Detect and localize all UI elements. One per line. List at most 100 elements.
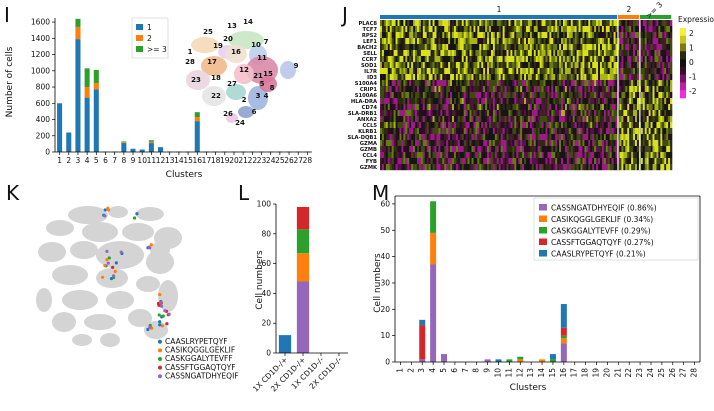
heatmap-cell: [514, 50, 516, 56]
heatmap-cell: [508, 140, 510, 146]
heatmap-cell: [540, 26, 542, 32]
umap-cluster-label: 12: [239, 66, 249, 74]
heatmap-cell: [575, 104, 577, 110]
heatmap-cell: [600, 134, 602, 140]
heatmap-cell: [508, 116, 510, 122]
heatmap-cell: [538, 50, 540, 56]
heatmap-cell: [565, 98, 567, 104]
heatmap-cell: [540, 86, 542, 92]
heatmap-cell: [606, 134, 608, 140]
heatmap-cell: [458, 38, 460, 44]
heatmap-cell: [596, 110, 598, 116]
heatmap-cell: [438, 128, 440, 134]
heatmap-cell: [660, 38, 662, 44]
heatmap-cell: [413, 146, 415, 152]
heatmap-cell: [565, 110, 567, 116]
heatmap-cell: [483, 116, 485, 122]
heatmap-cell: [481, 50, 483, 56]
heatmap-cell: [651, 62, 653, 68]
heatmap-cell: [450, 104, 452, 110]
heatmap-cell: [415, 26, 417, 32]
heatmap-cell: [645, 110, 647, 116]
heatmap-cell: [433, 116, 435, 122]
heatmap-cell: [468, 104, 470, 110]
heatmap-cell: [614, 134, 616, 140]
heatmap-cell: [464, 20, 466, 26]
heatmap-cell: [423, 110, 425, 116]
heatmap-cell: [656, 56, 658, 62]
heatmap-cell: [594, 158, 596, 164]
heatmap-cell: [629, 122, 631, 128]
heatmap-cell: [516, 140, 518, 146]
heatmap-cell: [440, 68, 442, 74]
bar-segment: [121, 141, 126, 142]
heatmap-cell: [413, 92, 415, 98]
heatmap-cell: [477, 110, 479, 116]
heatmap-cell: [555, 122, 557, 128]
heatmap-cell: [444, 128, 446, 134]
heatmap-cell: [510, 44, 512, 50]
heatmap-cell: [553, 50, 555, 56]
heatmap-cell: [501, 146, 503, 152]
heatmap-cell: [662, 38, 664, 44]
heatmap-cell: [524, 116, 526, 122]
heatmap-cell: [538, 164, 540, 170]
heatmap-cell: [411, 50, 413, 56]
heatmap-cell: [501, 92, 503, 98]
x-tick-label: 20: [602, 368, 611, 378]
heatmap-cell: [440, 152, 442, 158]
heatmap-cell: [425, 122, 427, 128]
heatmap-cell: [501, 50, 503, 56]
bar-segment: [85, 98, 90, 152]
heatmap-cell: [411, 20, 413, 26]
heatmap-cell: [398, 110, 400, 116]
heatmap-cell: [520, 80, 522, 86]
heatmap-cell: [524, 152, 526, 158]
heatmap-cell: [551, 134, 553, 140]
heatmap-cell: [471, 38, 473, 44]
heatmap-cell: [458, 80, 460, 86]
heatmap-cell: [668, 86, 670, 92]
heatmap-cell: [520, 104, 522, 110]
heatmap-cell: [512, 164, 514, 170]
heatmap-cell: [497, 44, 499, 50]
heatmap-cell: [448, 110, 450, 116]
heatmap-cell: [438, 56, 440, 62]
heatmap-cell: [483, 164, 485, 170]
heatmap-cell: [497, 20, 499, 26]
heatmap-cell: [608, 20, 610, 26]
heatmap-cell: [464, 98, 466, 104]
heatmap-cell: [555, 62, 557, 68]
heatmap-cell: [403, 32, 405, 38]
heatmap-cell: [503, 122, 505, 128]
heatmap-cell: [559, 128, 561, 134]
heatmap-cell: [409, 68, 411, 74]
heatmap-cell: [497, 26, 499, 32]
heatmap-cell: [444, 146, 446, 152]
heatmap-cell: [629, 32, 631, 38]
heatmap-cell: [654, 80, 656, 86]
heatmap-cell: [625, 26, 627, 32]
heatmap-cell: [444, 104, 446, 110]
heatmap-cell: [522, 164, 524, 170]
heatmap-cell: [631, 134, 633, 140]
heatmap-cell: [452, 116, 454, 122]
heatmap-cell: [567, 32, 569, 38]
heatmap-cell: [411, 122, 413, 128]
heatmap-cell: [649, 104, 651, 110]
heatmap-cell: [538, 152, 540, 158]
heatmap-cell: [528, 116, 530, 122]
heatmap-cell: [596, 80, 598, 86]
heatmap-cell: [654, 158, 656, 164]
heatmap-cell: [444, 56, 446, 62]
heatmap-cell: [429, 80, 431, 86]
heatmap-cell: [425, 26, 427, 32]
heatmap-cell: [491, 146, 493, 152]
heatmap-cell: [425, 146, 427, 152]
heatmap-cell: [518, 86, 520, 92]
heatmap-cell: [619, 80, 621, 86]
heatmap-cell: [651, 68, 653, 74]
heatmap-cell: [403, 68, 405, 74]
heatmap-cell: [666, 68, 668, 74]
x-tick-label: 8: [472, 368, 481, 373]
